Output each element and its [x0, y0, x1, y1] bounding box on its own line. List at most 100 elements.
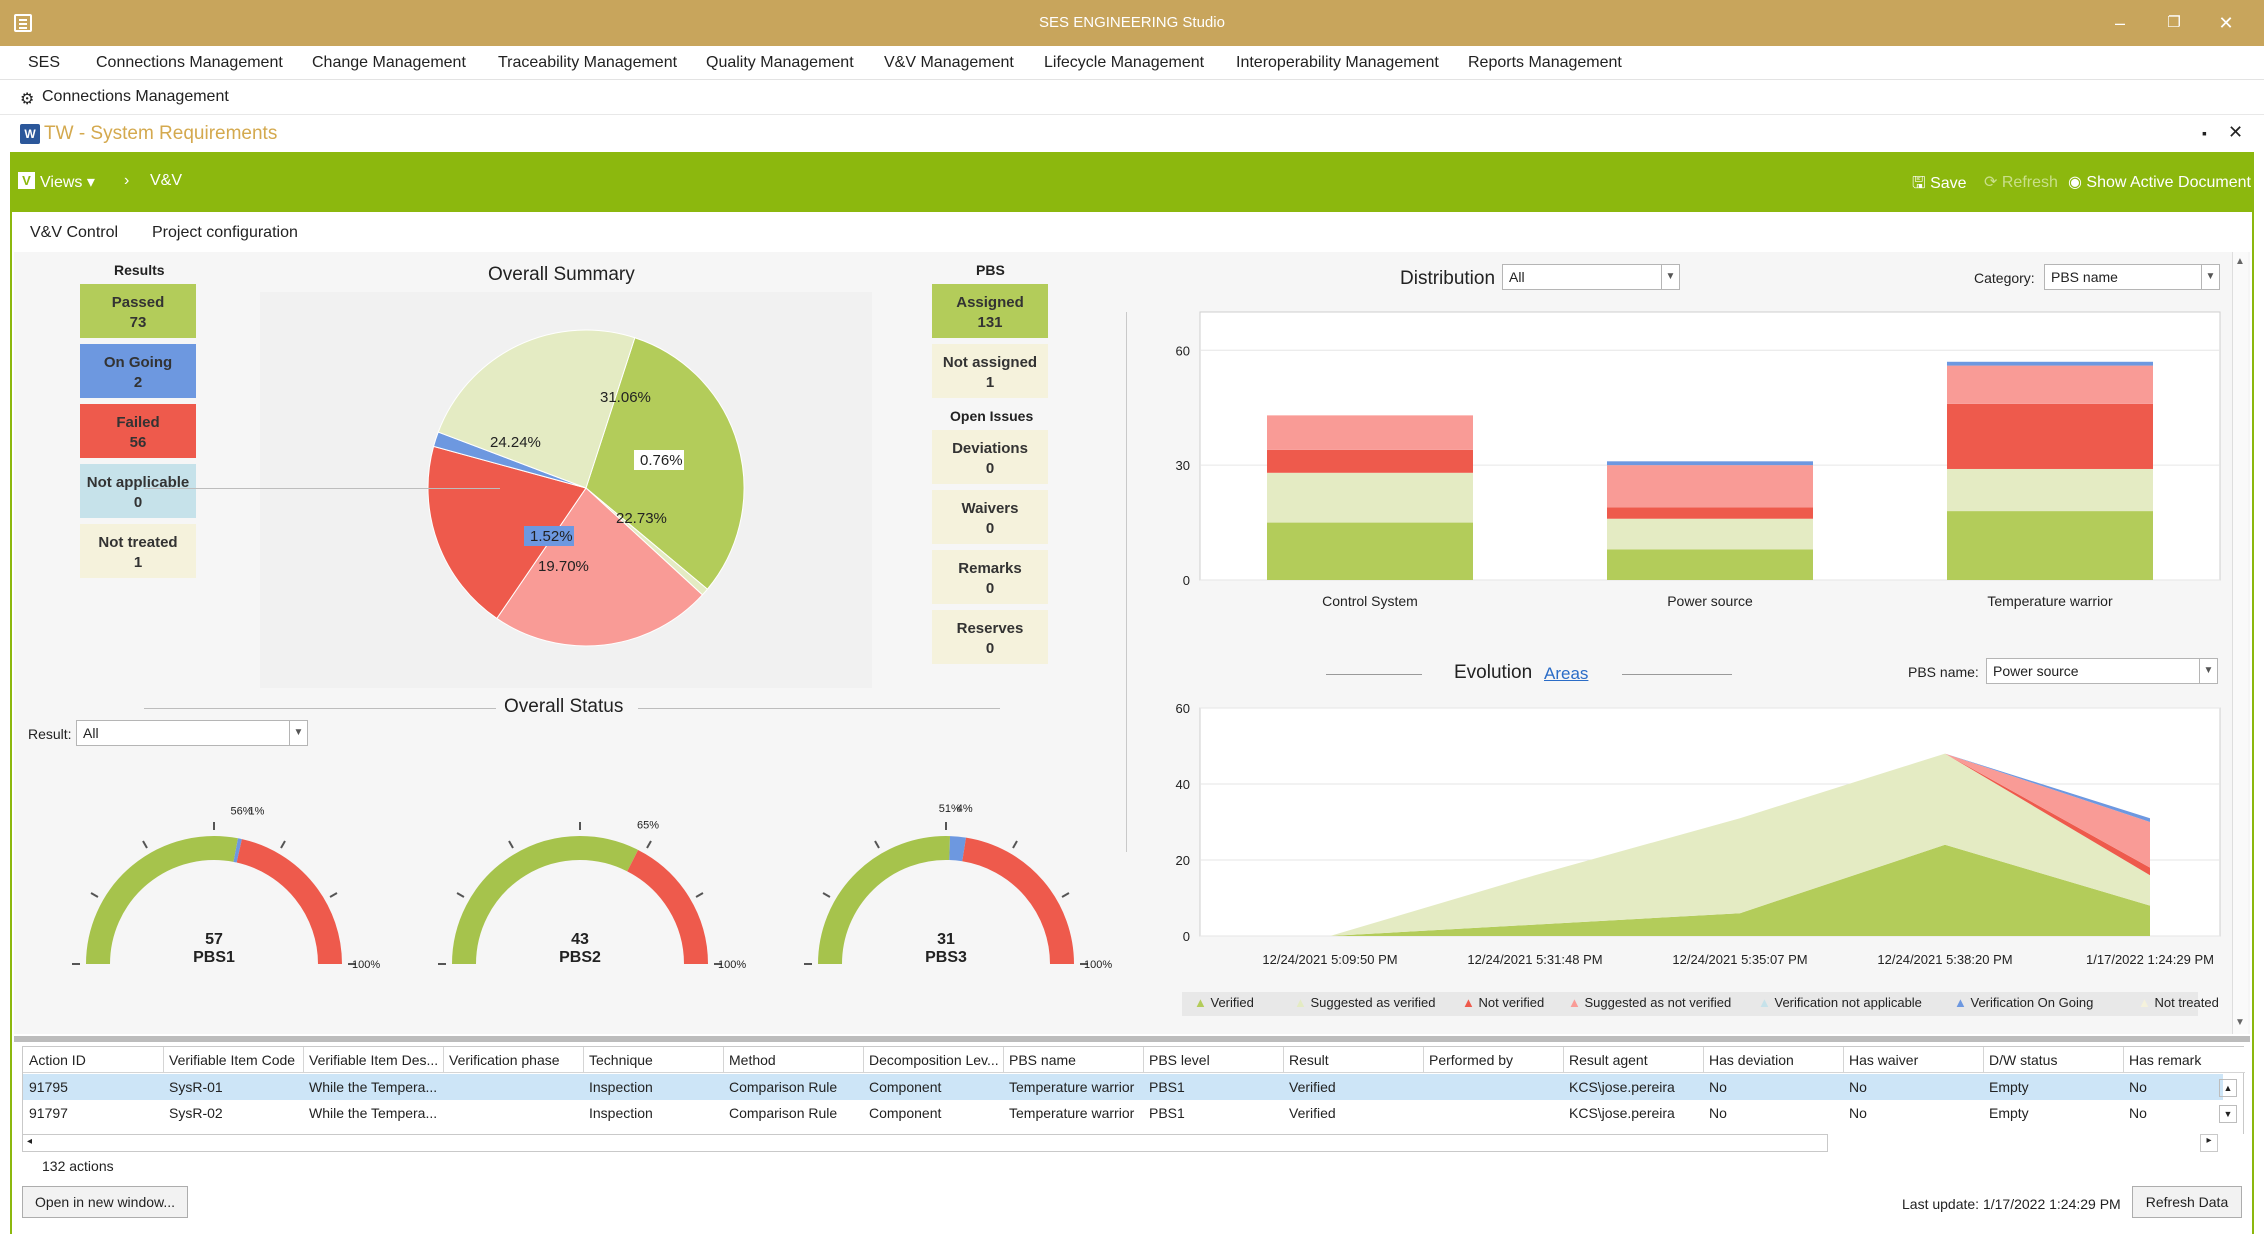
legend-item[interactable]: ▲ Not treated [2138, 995, 2219, 1010]
legend-item[interactable]: ▲ Not verified [1462, 995, 1544, 1010]
column-header[interactable]: Has waiver [1849, 1052, 1919, 1068]
column-header[interactable]: Result [1289, 1052, 1329, 1068]
tab-project-configuration[interactable]: Project configuration [152, 224, 298, 241]
menu-vv-management[interactable]: V&V Management [884, 54, 1014, 71]
column-separator[interactable] [1983, 1047, 1984, 1073]
column-separator[interactable] [1143, 1047, 1144, 1073]
issue-tile[interactable]: Remarks 0 [932, 550, 1048, 604]
column-separator[interactable] [303, 1047, 304, 1073]
pie-slice-label: 22.73% [616, 510, 667, 527]
issue-tile[interactable]: Reserves 0 [932, 610, 1048, 664]
table-cell: PBS1 [1149, 1079, 1185, 1095]
eye-icon: ◉ [2068, 174, 2082, 191]
close-window-button[interactable]: ✕ [2218, 13, 2234, 33]
refresh-button[interactable]: ⟳ Refresh [1984, 172, 2058, 192]
column-header[interactable]: Verification phase [449, 1052, 560, 1068]
pbs-tile[interactable]: Not assigned 1 [932, 344, 1048, 398]
column-header[interactable]: Has remark [2129, 1052, 2202, 1068]
column-header[interactable]: Verifiable Item Code [169, 1052, 296, 1068]
pbs-tile[interactable]: Assigned 131 [932, 284, 1048, 338]
menu-change-management[interactable]: Change Management [312, 54, 466, 71]
open-in-new-window-button[interactable]: Open in new window... [22, 1186, 188, 1218]
column-separator[interactable] [443, 1047, 444, 1073]
vv-breadcrumb[interactable]: V&V [150, 172, 183, 189]
column-separator[interactable] [1003, 1047, 1004, 1073]
legend-item[interactable]: ▲ Verification not applicable [1758, 995, 1922, 1010]
breadcrumb-label[interactable]: Connections Management [42, 88, 229, 105]
close-document-button[interactable]: ✕ [2228, 122, 2244, 142]
refresh-icon: ⟳ [1984, 174, 1998, 191]
result-filter-select[interactable]: All ▼ [76, 720, 308, 746]
category-select[interactable]: PBS name ▼ [2044, 264, 2220, 290]
results-tile[interactable]: On Going 2 [80, 344, 196, 398]
column-separator[interactable] [1843, 1047, 1844, 1073]
pbs-name-select[interactable]: Power source ▼ [1986, 658, 2218, 684]
gauge-tick [508, 840, 514, 849]
results-tile[interactable]: Passed 73 [80, 284, 196, 338]
column-separator[interactable] [583, 1047, 584, 1073]
menu-traceability-management[interactable]: Traceability Management [498, 54, 678, 71]
column-separator[interactable] [863, 1047, 864, 1073]
column-separator[interactable] [2123, 1047, 2124, 1073]
last-update-text: Last update: 1/17/2022 1:24:29 PM [1902, 1196, 2121, 1212]
menu-interoperability-management[interactable]: Interoperability Management [1236, 54, 1439, 71]
column-header[interactable]: Has deviation [1709, 1052, 1794, 1068]
issue-tile-count: 0 [985, 640, 995, 657]
column-header[interactable]: PBS name [1009, 1052, 1076, 1068]
legend-item[interactable]: ▲ Verification On Going [1954, 995, 2093, 1010]
scroll-down-icon[interactable]: ▼ [2219, 1105, 2237, 1123]
issue-tile[interactable]: Deviations 0 [932, 430, 1048, 484]
legend-item[interactable]: ▲ Suggested as verified [1294, 995, 1436, 1010]
column-header[interactable]: Method [729, 1052, 776, 1068]
horizontal-scrollbar[interactable]: ◂ [22, 1134, 1828, 1152]
table-row[interactable]: 91795 SysR-01 While the Tempera... Inspecti… [23, 1074, 2223, 1100]
menu-connections-management[interactable]: Connections Management [96, 54, 283, 71]
column-separator[interactable] [163, 1047, 164, 1073]
column-header[interactable]: Result agent [1569, 1052, 1648, 1068]
refresh-data-button[interactable]: Refresh Data [2132, 1186, 2242, 1218]
table-row[interactable]: 91797 SysR-02 While the Tempera... Inspecti… [23, 1100, 2223, 1126]
legend-item[interactable]: ▲ Verified [1194, 995, 1254, 1010]
column-header[interactable]: Verifiable Item Des... [309, 1052, 439, 1068]
column-header[interactable]: Technique [589, 1052, 653, 1068]
areas-link[interactable]: Areas [1544, 664, 1589, 683]
column-header[interactable]: Action ID [29, 1052, 86, 1068]
scroll-right-icon[interactable]: ▸ [2200, 1134, 2218, 1152]
results-tile[interactable]: Not applicable 0 [80, 464, 196, 518]
scroll-left-icon[interactable]: ◂ [27, 1136, 33, 1147]
pin-icon[interactable]: ▪ [2202, 125, 2207, 141]
app-menu-icon[interactable] [14, 14, 32, 32]
legend-item[interactable]: ▲ Suggested as not verified [1568, 995, 1731, 1010]
dashboard-scrollbar[interactable]: ▲ ▼ [2232, 252, 2248, 1034]
gauge-arc-red [236, 839, 342, 965]
distribution-filter-select[interactable]: All ▼ [1502, 264, 1680, 290]
panel-splitter[interactable] [14, 1036, 2250, 1042]
column-header[interactable]: PBS level [1149, 1052, 1210, 1068]
scroll-up-icon[interactable]: ▲ [2219, 1079, 2237, 1097]
column-header[interactable]: D/W status [1989, 1052, 2058, 1068]
results-tile[interactable]: Failed 56 [80, 404, 196, 458]
show-active-document-button[interactable]: ◉ Show Active Document [2068, 172, 2251, 192]
menu-quality-management[interactable]: Quality Management [706, 54, 854, 71]
tab-vv-control[interactable]: V&V Control [30, 224, 119, 241]
restore-button[interactable]: ❐ [2167, 14, 2181, 31]
bar-segment [1607, 461, 1813, 466]
document-title[interactable]: TW - System Requirements [44, 123, 278, 144]
column-separator[interactable] [1423, 1047, 1424, 1073]
column-header[interactable]: Decomposition Lev... [869, 1052, 999, 1068]
column-separator[interactable] [723, 1047, 724, 1073]
menu-lifecycle-management[interactable]: Lifecycle Management [1044, 54, 1205, 71]
menu-ses[interactable]: SES [28, 54, 61, 71]
minimize-button[interactable]: – [2114, 13, 2125, 33]
menu-reports-management[interactable]: Reports Management [1468, 54, 1622, 71]
column-header[interactable]: Performed by [1429, 1052, 1514, 1068]
issue-tile[interactable]: Waivers 0 [932, 490, 1048, 544]
views-dropdown[interactable]: Views ▾ [40, 174, 95, 191]
column-separator[interactable] [1563, 1047, 1564, 1073]
results-tile[interactable]: Not treated 1 [80, 524, 196, 578]
scroll-up-icon[interactable]: ▲ [2235, 256, 2245, 267]
scroll-down-icon[interactable]: ▼ [2235, 1017, 2245, 1028]
column-separator[interactable] [1283, 1047, 1284, 1073]
save-button[interactable]: 🖫 Save [1912, 172, 1967, 199]
column-separator[interactable] [1703, 1047, 1704, 1073]
